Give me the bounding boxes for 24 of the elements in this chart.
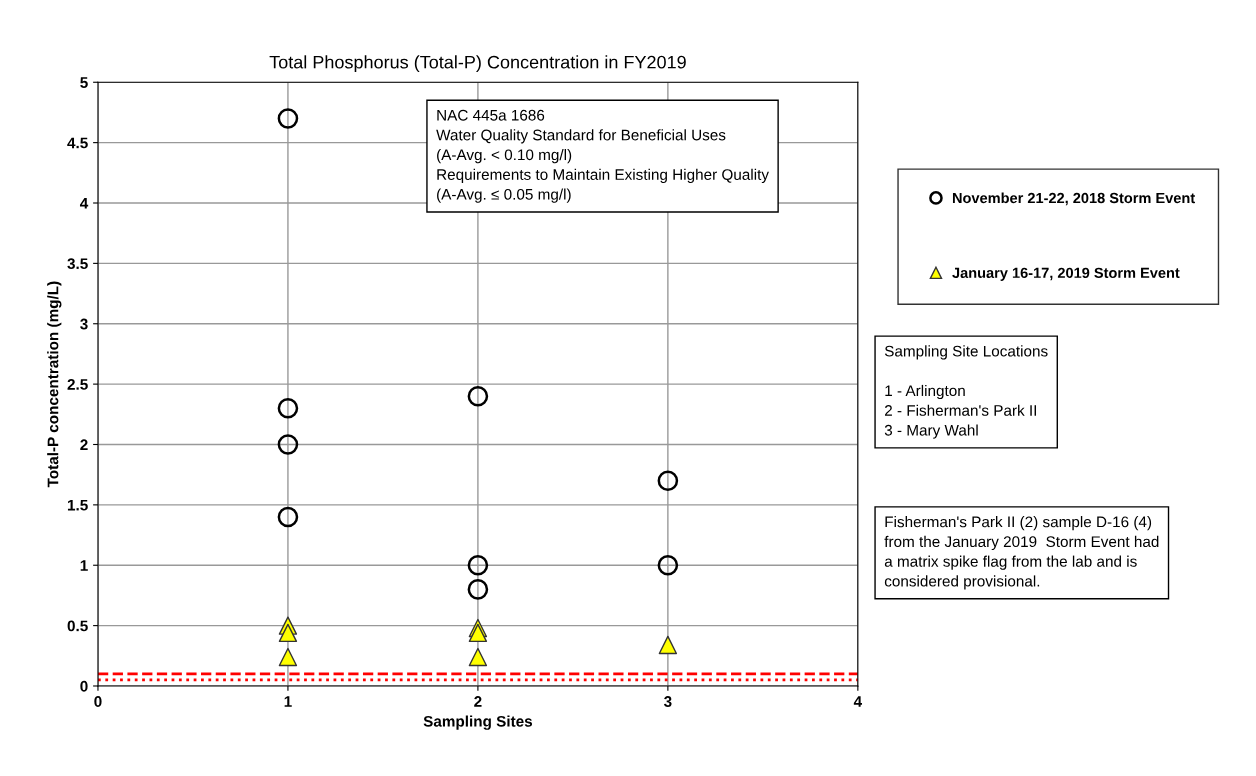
- y-tick-label: 1.5: [67, 499, 88, 511]
- text: Fisherman's Park II (2) sample D-16 (4) from the January 2019 Storm Event had a matrix spike flag from the lab and is considered provisional.: [884, 516, 1159, 590]
- x-tick-label: 3: [663, 696, 672, 707]
- y-tick-label: 0: [80, 680, 88, 692]
- x-axis-title: Sampling Sites: [423, 715, 533, 730]
- y-tick-label: 2: [80, 439, 88, 451]
- annotation: NAC 445a 1686 Water Quality Standard for Beneficial Uses (A-Avg. < 0.10 mg/l) Requirements to Maintain Existing Higher Quality (A-Avg. ≤ 0.05 mg/l): [436, 109, 769, 203]
- y-tick-label: 5: [80, 77, 88, 88]
- x-tick-label: 4: [853, 696, 863, 707]
- y-tick-label: 4: [79, 198, 89, 209]
- y-tick-label: 2.5: [67, 378, 88, 390]
- y-axis-title: Total-P concentration (mg/L): [47, 281, 62, 488]
- legend-label: January 16-17, 2019 Storm Event: [952, 267, 1180, 281]
- y-tick-label: 4.5: [67, 137, 88, 149]
- chart-title: Total Phosphorus (Total-P) Concentration in FY2019: [269, 55, 686, 73]
- legend-label: November 21-22, 2018 Storm Event: [952, 192, 1195, 206]
- y-tick-label: 3.5: [67, 258, 88, 270]
- text: Sampling Site Locations 1 - Arlington 2 - Fisherman's Park II 3 - Mary Wahl: [884, 345, 1048, 439]
- x-tick-label: 0: [94, 696, 102, 707]
- y-tick-label: 3: [80, 318, 88, 330]
- x-tick-label: 1: [284, 696, 292, 707]
- y-tick-label: 0.5: [67, 620, 88, 632]
- y-tick-label: 1: [80, 560, 88, 571]
- x-tick-label: 2: [474, 696, 482, 707]
